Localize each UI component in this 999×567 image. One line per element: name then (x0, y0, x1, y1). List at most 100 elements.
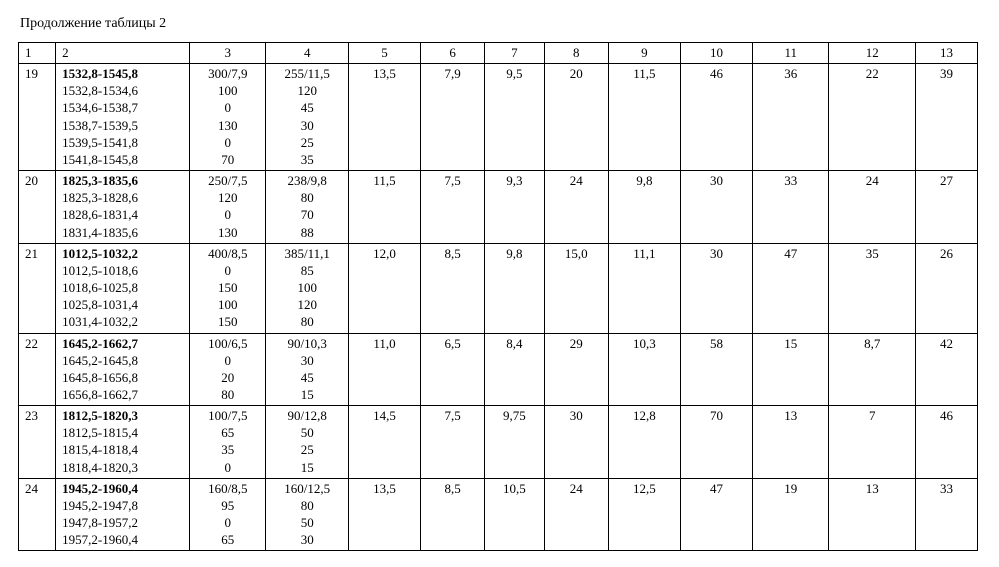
header-cell: 12 (829, 43, 916, 64)
header-cell: 7 (485, 43, 545, 64)
cell: 1812,5-1820,31812,5-1815,41815,4-1818,41… (56, 406, 190, 479)
cell: 39 (916, 64, 978, 171)
cell: 238/9,8807088 (266, 171, 348, 244)
cell: 9,8 (608, 171, 680, 244)
cell: 13,5 (348, 478, 420, 551)
cell: 9,75 (485, 406, 545, 479)
table-row: 191532,8-1545,81532,8-1534,61534,6-1538,… (19, 64, 978, 171)
cell: 13 (829, 478, 916, 551)
header-cell: 9 (608, 43, 680, 64)
cell: 12,0 (348, 243, 420, 333)
cell: 385/11,18510012080 (266, 243, 348, 333)
cell: 30 (544, 406, 608, 479)
cell: 30 (680, 243, 752, 333)
cell: 9,3 (485, 171, 545, 244)
cell: 1645,2-1662,71645,2-1645,81645,8-1656,81… (56, 333, 190, 406)
table-row: 201825,3-1835,61825,3-1828,61828,6-1831,… (19, 171, 978, 244)
cell: 20 (19, 171, 56, 244)
header-cell: 6 (421, 43, 485, 64)
cell: 10,5 (485, 478, 545, 551)
cell: 300/7,91000130070 (190, 64, 266, 171)
cell: 12,8 (608, 406, 680, 479)
cell: 8,5 (421, 478, 485, 551)
cell: 11,5 (348, 171, 420, 244)
table-caption: Продолжение таблицы 2 (20, 16, 981, 32)
cell: 36 (753, 64, 829, 171)
cell: 11,5 (608, 64, 680, 171)
cell: 13,5 (348, 64, 420, 171)
cell: 250/7,51200130 (190, 171, 266, 244)
cell: 26 (916, 243, 978, 333)
header-cell: 2 (56, 43, 190, 64)
cell: 24 (829, 171, 916, 244)
table-body: 191532,8-1545,81532,8-1534,61534,6-1538,… (19, 64, 978, 551)
cell: 400/8,50150100150 (190, 243, 266, 333)
cell: 7,9 (421, 64, 485, 171)
cell: 30 (680, 171, 752, 244)
table-row: 221645,2-1662,71645,2-1645,81645,8-1656,… (19, 333, 978, 406)
cell: 35 (829, 243, 916, 333)
cell: 29 (544, 333, 608, 406)
cell: 21 (19, 243, 56, 333)
header-cell: 3 (190, 43, 266, 64)
cell: 24 (544, 478, 608, 551)
cell: 9,5 (485, 64, 545, 171)
cell: 1532,8-1545,81532,8-1534,61534,6-1538,71… (56, 64, 190, 171)
cell: 19 (19, 64, 56, 171)
cell: 22 (19, 333, 56, 406)
cell: 1945,2-1960,41945,2-1947,81947,8-1957,21… (56, 478, 190, 551)
cell: 12,5 (608, 478, 680, 551)
cell: 160/12,5805030 (266, 478, 348, 551)
cell: 33 (753, 171, 829, 244)
cell: 1825,3-1835,61825,3-1828,61828,6-1831,41… (56, 171, 190, 244)
header-cell: 8 (544, 43, 608, 64)
table-row: 211012,5-1032,21012,5-1018,61018,6-1025,… (19, 243, 978, 333)
header-cell: 4 (266, 43, 348, 64)
cell: 14,5 (348, 406, 420, 479)
cell: 24 (19, 478, 56, 551)
cell: 1012,5-1032,21012,5-1018,61018,6-1025,81… (56, 243, 190, 333)
cell: 6,5 (421, 333, 485, 406)
cell: 58 (680, 333, 752, 406)
table-header: 12345678910111213 (19, 43, 978, 64)
cell: 13 (753, 406, 829, 479)
cell: 10,3 (608, 333, 680, 406)
cell: 42 (916, 333, 978, 406)
cell: 46 (916, 406, 978, 479)
cell: 90/12,8502515 (266, 406, 348, 479)
cell: 46 (680, 64, 752, 171)
cell: 7 (829, 406, 916, 479)
cell: 15,0 (544, 243, 608, 333)
cell: 100/6,502080 (190, 333, 266, 406)
cell: 15 (753, 333, 829, 406)
cell: 22 (829, 64, 916, 171)
header-cell: 1 (19, 43, 56, 64)
header-cell: 13 (916, 43, 978, 64)
table-row: 241945,2-1960,41945,2-1947,81947,8-1957,… (19, 478, 978, 551)
cell: 47 (753, 243, 829, 333)
cell: 8,4 (485, 333, 545, 406)
cell: 23 (19, 406, 56, 479)
data-table: 12345678910111213 191532,8-1545,81532,8-… (18, 42, 978, 551)
cell: 70 (680, 406, 752, 479)
cell: 160/8,595065 (190, 478, 266, 551)
cell: 24 (544, 171, 608, 244)
header-cell: 10 (680, 43, 752, 64)
cell: 100/7,565350 (190, 406, 266, 479)
cell: 11,0 (348, 333, 420, 406)
cell: 7,5 (421, 406, 485, 479)
cell: 8,7 (829, 333, 916, 406)
cell: 20 (544, 64, 608, 171)
header-cell: 11 (753, 43, 829, 64)
cell: 255/11,512045302535 (266, 64, 348, 171)
cell: 7,5 (421, 171, 485, 244)
cell: 90/10,3304515 (266, 333, 348, 406)
cell: 27 (916, 171, 978, 244)
cell: 19 (753, 478, 829, 551)
cell: 33 (916, 478, 978, 551)
table-row: 231812,5-1820,31812,5-1815,41815,4-1818,… (19, 406, 978, 479)
header-cell: 5 (348, 43, 420, 64)
cell: 8,5 (421, 243, 485, 333)
cell: 9,8 (485, 243, 545, 333)
cell: 47 (680, 478, 752, 551)
